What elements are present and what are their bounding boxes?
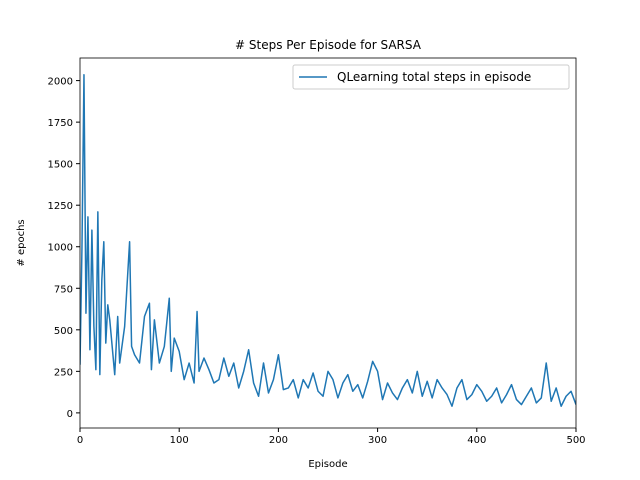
x-tick-label: 100 bbox=[170, 435, 189, 446]
y-tick-label: 2000 bbox=[48, 77, 73, 88]
legend-box bbox=[292, 64, 570, 90]
y-tick-label: 750 bbox=[54, 284, 73, 295]
y-tick-label: 1500 bbox=[48, 160, 73, 171]
y-tick-label: 1000 bbox=[48, 243, 73, 254]
y-tick-label: 250 bbox=[54, 367, 73, 378]
y-tick-label: 1250 bbox=[48, 201, 73, 212]
x-tick-label: 300 bbox=[368, 435, 387, 446]
y-tick-label: 1750 bbox=[48, 118, 73, 129]
chart-title: # Steps Per Episode for SARSA bbox=[235, 38, 422, 52]
y-axis-label: # epochs bbox=[16, 219, 27, 266]
plot-frame bbox=[79, 57, 577, 429]
x-tick-label: 400 bbox=[467, 435, 486, 446]
x-tick-label: 500 bbox=[566, 435, 585, 446]
y-tick-label: 0 bbox=[67, 409, 73, 420]
x-tick-label: 200 bbox=[269, 435, 288, 446]
x-axis-label: Episode bbox=[308, 459, 347, 470]
legend-label: QLearning total steps in episode bbox=[337, 70, 531, 84]
y-tick-label: 500 bbox=[54, 326, 73, 337]
x-tick-label: 0 bbox=[77, 435, 83, 446]
data-line bbox=[80, 74, 576, 407]
